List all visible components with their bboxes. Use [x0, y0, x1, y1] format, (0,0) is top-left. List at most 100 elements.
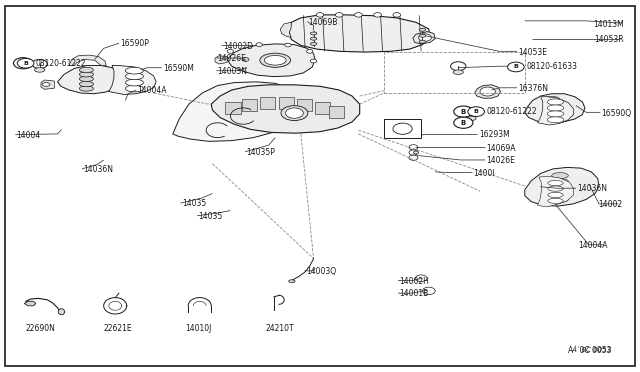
- Polygon shape: [413, 32, 435, 44]
- Text: 14036N: 14036N: [577, 185, 607, 193]
- Polygon shape: [211, 85, 360, 133]
- Ellipse shape: [552, 196, 568, 202]
- Text: B: B: [461, 120, 466, 126]
- Ellipse shape: [285, 108, 303, 118]
- Ellipse shape: [544, 116, 559, 121]
- Text: 14004A: 14004A: [138, 86, 167, 95]
- Circle shape: [374, 13, 381, 17]
- Circle shape: [451, 62, 466, 71]
- Text: B: B: [474, 109, 479, 114]
- Text: 14036N: 14036N: [83, 165, 113, 174]
- Text: 14069B: 14069B: [308, 18, 338, 27]
- Circle shape: [409, 150, 418, 155]
- Polygon shape: [280, 22, 291, 37]
- Ellipse shape: [310, 32, 317, 35]
- Ellipse shape: [544, 102, 559, 107]
- Polygon shape: [58, 65, 122, 94]
- Polygon shape: [329, 106, 344, 118]
- Ellipse shape: [310, 37, 317, 40]
- Circle shape: [480, 87, 495, 96]
- Ellipse shape: [466, 116, 476, 121]
- Circle shape: [422, 287, 435, 295]
- Circle shape: [307, 49, 313, 53]
- Ellipse shape: [548, 180, 563, 186]
- Polygon shape: [525, 167, 599, 206]
- Ellipse shape: [544, 106, 559, 111]
- Text: 14002: 14002: [598, 200, 622, 209]
- Polygon shape: [289, 15, 430, 52]
- Polygon shape: [260, 97, 275, 109]
- Ellipse shape: [79, 76, 93, 81]
- Ellipse shape: [547, 111, 564, 117]
- Polygon shape: [227, 44, 315, 77]
- Ellipse shape: [552, 173, 568, 179]
- Circle shape: [285, 43, 291, 47]
- Ellipse shape: [413, 151, 419, 154]
- Text: 14001B: 14001B: [399, 289, 429, 298]
- Text: B: B: [461, 109, 466, 115]
- Text: 14069A: 14069A: [486, 144, 516, 153]
- Text: 14026E: 14026E: [218, 54, 246, 63]
- Text: 14035: 14035: [198, 212, 223, 221]
- Text: 16376N: 16376N: [518, 84, 548, 93]
- Circle shape: [227, 49, 234, 53]
- Text: 14035: 14035: [182, 199, 206, 208]
- Polygon shape: [215, 56, 227, 64]
- Ellipse shape: [125, 85, 143, 92]
- Ellipse shape: [79, 81, 93, 87]
- Text: 16590P: 16590P: [120, 39, 149, 48]
- Polygon shape: [297, 99, 312, 111]
- Circle shape: [454, 106, 473, 117]
- Circle shape: [415, 275, 427, 282]
- Polygon shape: [242, 99, 257, 111]
- Ellipse shape: [260, 53, 291, 67]
- Polygon shape: [225, 102, 241, 114]
- Circle shape: [409, 155, 418, 160]
- Circle shape: [419, 34, 431, 41]
- Text: 08120-61633: 08120-61633: [526, 62, 577, 71]
- Text: 1400I: 1400I: [474, 169, 495, 178]
- Text: 14004A: 14004A: [579, 241, 608, 250]
- Text: A´ 0C 0053: A´ 0C 0053: [571, 347, 611, 353]
- Polygon shape: [69, 55, 106, 65]
- Circle shape: [463, 108, 479, 117]
- Text: 14013M: 14013M: [593, 20, 624, 29]
- Circle shape: [393, 13, 401, 17]
- Circle shape: [17, 58, 34, 68]
- Text: 16293M: 16293M: [479, 130, 509, 139]
- Ellipse shape: [548, 192, 563, 198]
- Ellipse shape: [419, 40, 426, 43]
- Ellipse shape: [125, 73, 143, 80]
- Ellipse shape: [281, 106, 308, 121]
- Circle shape: [310, 59, 317, 63]
- Ellipse shape: [547, 105, 564, 111]
- Ellipse shape: [547, 117, 564, 123]
- Ellipse shape: [79, 86, 93, 91]
- Circle shape: [508, 62, 524, 72]
- Polygon shape: [525, 94, 585, 123]
- Circle shape: [355, 13, 362, 17]
- Ellipse shape: [544, 110, 559, 116]
- Circle shape: [335, 13, 343, 17]
- Polygon shape: [538, 97, 573, 125]
- Circle shape: [13, 58, 33, 69]
- Ellipse shape: [264, 55, 286, 65]
- Text: 22621E: 22621E: [104, 324, 132, 333]
- Ellipse shape: [310, 42, 317, 45]
- Ellipse shape: [552, 185, 568, 190]
- Ellipse shape: [419, 34, 426, 37]
- Circle shape: [468, 107, 484, 116]
- FancyBboxPatch shape: [384, 119, 421, 138]
- Ellipse shape: [125, 67, 143, 74]
- Ellipse shape: [552, 190, 568, 196]
- Polygon shape: [109, 65, 156, 94]
- Text: 14003Q: 14003Q: [306, 267, 336, 276]
- Circle shape: [316, 13, 324, 17]
- Text: 16590M: 16590M: [163, 64, 194, 73]
- Polygon shape: [315, 102, 330, 114]
- Ellipse shape: [125, 79, 143, 86]
- Ellipse shape: [42, 83, 50, 86]
- Polygon shape: [41, 80, 54, 89]
- Text: 16590Q: 16590Q: [602, 109, 632, 118]
- Text: 24210T: 24210T: [266, 324, 294, 333]
